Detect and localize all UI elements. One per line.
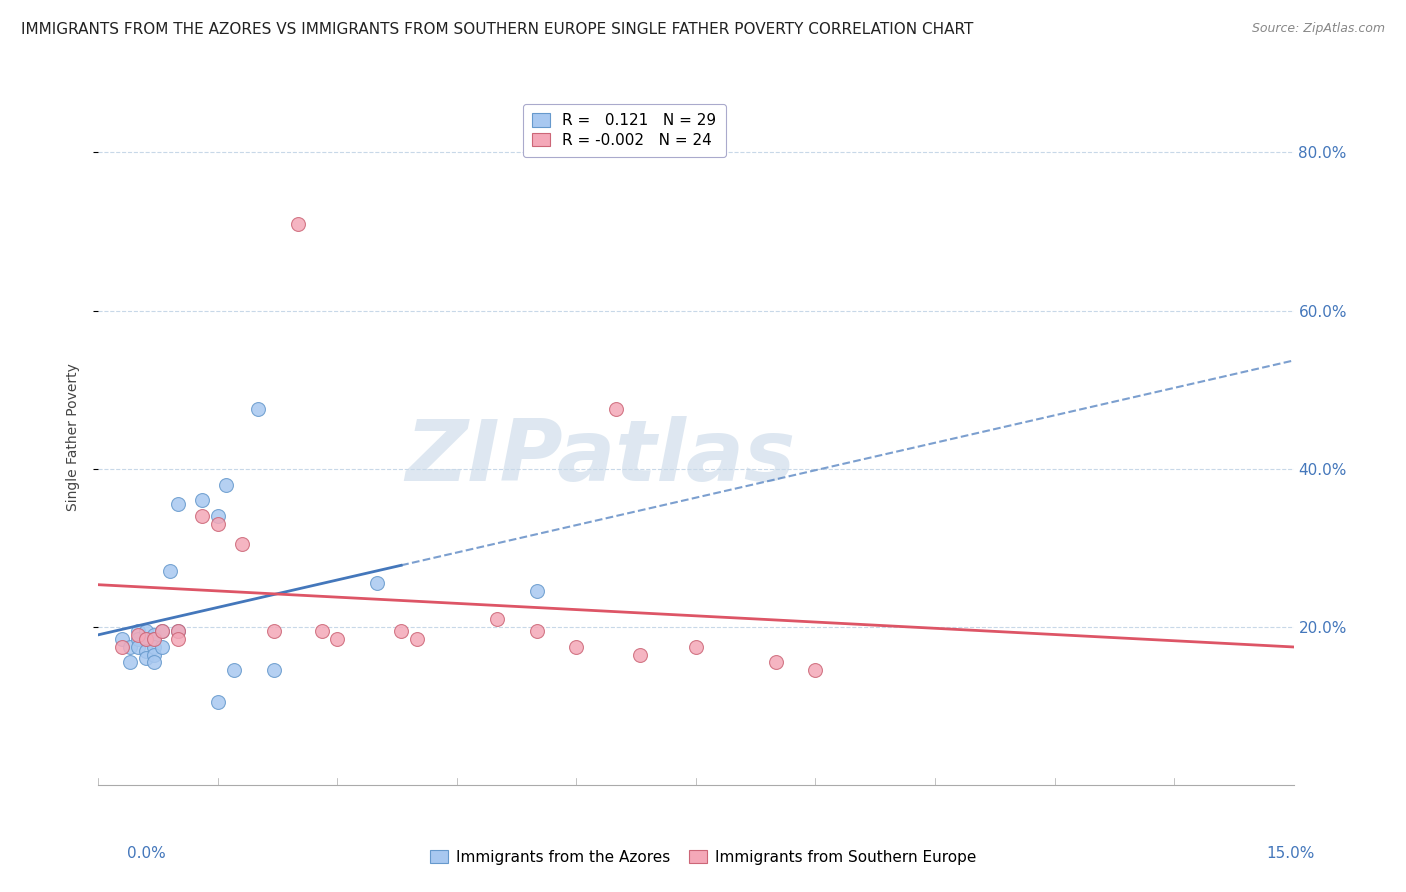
Point — [143, 648, 166, 662]
Point — [366, 576, 388, 591]
Point — [207, 695, 229, 709]
Point — [191, 509, 214, 524]
Point — [246, 402, 269, 417]
Point — [287, 217, 309, 231]
Point — [526, 584, 548, 599]
Point — [167, 632, 190, 646]
Text: ZIPatlas: ZIPatlas — [405, 417, 796, 500]
Point — [120, 656, 142, 670]
Point — [685, 640, 707, 654]
Point — [135, 624, 157, 638]
Point — [150, 624, 173, 638]
Point — [127, 632, 149, 646]
Point — [135, 643, 157, 657]
Legend: R =   0.121   N = 29, R = -0.002   N = 24: R = 0.121 N = 29, R = -0.002 N = 24 — [523, 103, 725, 157]
Point — [150, 624, 173, 638]
Point — [167, 624, 190, 638]
Legend: Immigrants from the Azores, Immigrants from Southern Europe: Immigrants from the Azores, Immigrants f… — [425, 844, 981, 871]
Point — [167, 497, 190, 511]
Point — [135, 651, 157, 665]
Point — [485, 612, 508, 626]
Point — [143, 656, 166, 670]
Point — [143, 632, 166, 646]
Point — [127, 628, 149, 642]
Point — [143, 640, 166, 654]
Point — [605, 402, 627, 417]
Point — [207, 509, 229, 524]
Point — [111, 640, 134, 654]
Point — [765, 656, 787, 670]
Point — [804, 663, 827, 677]
Point — [143, 628, 166, 642]
Text: 0.0%: 0.0% — [127, 846, 166, 861]
Point — [628, 648, 651, 662]
Point — [191, 493, 214, 508]
Point — [127, 624, 149, 638]
Point — [526, 624, 548, 638]
Text: IMMIGRANTS FROM THE AZORES VS IMMIGRANTS FROM SOUTHERN EUROPE SINGLE FATHER POVE: IMMIGRANTS FROM THE AZORES VS IMMIGRANTS… — [21, 22, 973, 37]
Point — [167, 624, 190, 638]
Point — [406, 632, 429, 646]
Point — [215, 477, 238, 491]
Point — [150, 640, 173, 654]
Point — [143, 632, 166, 646]
Point — [120, 640, 142, 654]
Point — [565, 640, 588, 654]
Point — [389, 624, 412, 638]
Point — [263, 624, 285, 638]
Y-axis label: Single Father Poverty: Single Father Poverty — [66, 363, 80, 511]
Point — [311, 624, 333, 638]
Point — [207, 516, 229, 531]
Text: 15.0%: 15.0% — [1267, 846, 1315, 861]
Point — [111, 632, 134, 646]
Point — [326, 632, 349, 646]
Point — [231, 537, 253, 551]
Text: Source: ZipAtlas.com: Source: ZipAtlas.com — [1251, 22, 1385, 36]
Point — [135, 632, 157, 646]
Point — [222, 663, 245, 677]
Point — [127, 640, 149, 654]
Point — [159, 565, 181, 579]
Point — [135, 632, 157, 646]
Point — [263, 663, 285, 677]
